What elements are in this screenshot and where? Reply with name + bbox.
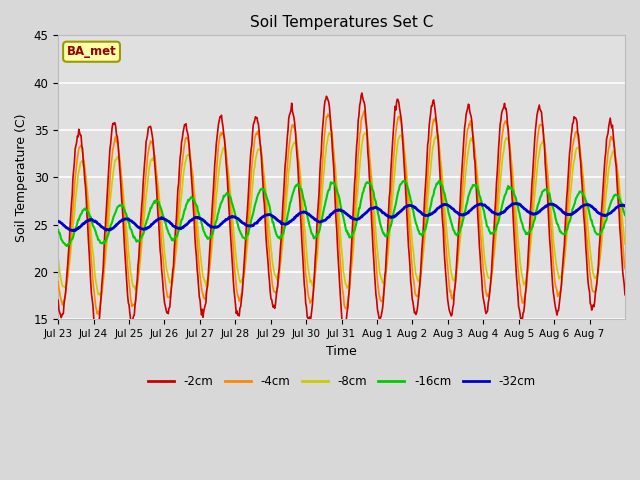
Legend: -2cm, -4cm, -8cm, -16cm, -32cm: -2cm, -4cm, -8cm, -16cm, -32cm	[143, 371, 540, 393]
Title: Soil Temperatures Set C: Soil Temperatures Set C	[250, 15, 433, 30]
X-axis label: Time: Time	[326, 345, 357, 358]
Y-axis label: Soil Temperature (C): Soil Temperature (C)	[15, 113, 28, 241]
Text: BA_met: BA_met	[67, 45, 116, 58]
